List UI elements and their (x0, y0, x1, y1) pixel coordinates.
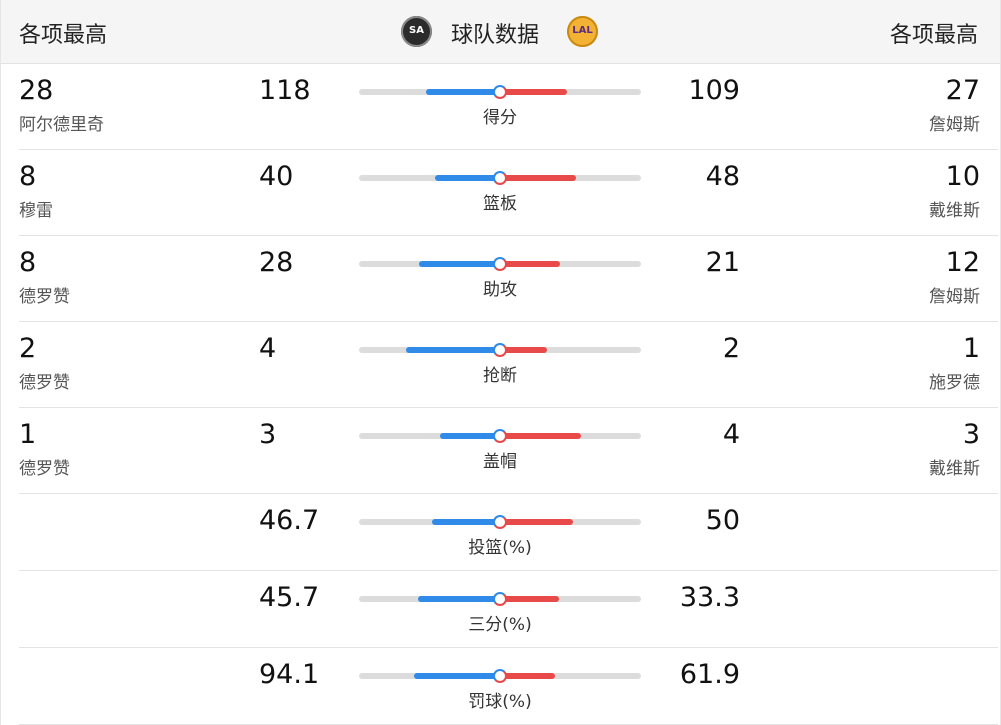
comparison-bar (359, 343, 641, 357)
stat-label: 罚球(%) (468, 692, 532, 712)
stat-row-fg-pct: 46.7 投篮(%) 50 (19, 494, 998, 571)
away-leader-name[interactable]: 戴维斯 (929, 201, 980, 221)
home-team-value: 45.7 (259, 582, 320, 613)
bar-center-marker (493, 515, 507, 529)
comparison-bar (359, 429, 641, 443)
stat-label: 投篮(%) (468, 538, 532, 558)
home-team-value: 3 (259, 419, 277, 450)
bar-center-marker (493, 171, 507, 185)
home-team-value: 94.1 (259, 659, 320, 690)
away-team-value: 109 (688, 75, 740, 106)
away-team-value: 33.3 (679, 582, 740, 613)
stat-label: 盖帽 (483, 452, 517, 472)
away-leader-value: 1 (962, 333, 980, 364)
home-leader-name[interactable]: 阿尔德里奇 (19, 115, 104, 135)
stat-row-assists: 8 德罗赞 28 助攻 21 12 詹姆斯 (19, 236, 998, 322)
away-team-value: 21 (705, 247, 740, 278)
away-team-value: 48 (705, 161, 740, 192)
team-stats-title: 球队数据 (451, 23, 540, 48)
home-leader-value: 2 (19, 333, 37, 364)
bar-center-marker (493, 85, 507, 99)
stat-label: 助攻 (483, 280, 517, 300)
away-leader-value: 27 (945, 75, 980, 106)
home-leaders-heading: 各项最高 (19, 23, 108, 48)
home-leader-name[interactable]: 德罗赞 (19, 373, 70, 393)
away-bar-fill (500, 261, 560, 267)
home-team-value: 118 (259, 75, 311, 106)
home-leader-value: 28 (19, 75, 54, 106)
home-team-value: 40 (259, 161, 294, 192)
stat-label: 篮板 (483, 194, 517, 214)
home-leader-value: 8 (19, 161, 37, 192)
home-team-value: 28 (259, 247, 294, 278)
bar-center-marker (493, 257, 507, 271)
stat-row-ft-pct: 94.1 罚球(%) 61.9 (19, 648, 998, 725)
away-leader-value: 3 (962, 419, 980, 450)
stat-row-blocks: 1 德罗赞 3 盖帽 4 3 戴维斯 (19, 408, 998, 494)
home-team-value: 46.7 (259, 505, 320, 536)
away-bar-fill (500, 175, 576, 181)
home-leader-name[interactable]: 穆雷 (19, 201, 53, 221)
bar-center-marker (493, 592, 507, 606)
stats-header: 各项最高 SA 球队数据 LAL 各项最高 (1, 0, 1000, 64)
comparison-bar (359, 171, 641, 185)
away-leaders-heading: 各项最高 (889, 23, 978, 48)
home-bar-fill (406, 347, 500, 353)
home-bar-fill (435, 175, 500, 181)
lakers-logo-text: LAL (572, 25, 593, 36)
comparison-bar (359, 669, 641, 683)
home-leader-value: 8 (19, 247, 37, 278)
stat-row-3p-pct: 45.7 三分(%) 33.3 (19, 571, 998, 648)
bar-center-marker (493, 429, 507, 443)
away-leader-name[interactable]: 詹姆斯 (929, 287, 980, 307)
comparison-bar (359, 85, 641, 99)
team-stats-title-group: SA 球队数据 LAL (401, 14, 601, 50)
home-leader-name[interactable]: 德罗赞 (19, 459, 70, 479)
home-bar-fill (418, 596, 500, 602)
away-bar-fill (500, 433, 581, 439)
away-leader-value: 10 (945, 161, 980, 192)
home-bar-fill (426, 89, 500, 95)
bar-center-marker (493, 669, 507, 683)
stat-row-points: 28 阿尔德里奇 118 得分 109 27 詹姆斯 (19, 64, 998, 150)
stat-label: 三分(%) (468, 615, 532, 635)
stat-label: 得分 (483, 108, 517, 128)
away-leader-name[interactable]: 施罗德 (929, 373, 980, 393)
home-bar-fill (440, 433, 500, 439)
stat-label: 抢断 (483, 366, 517, 386)
away-team-value: 50 (705, 505, 740, 536)
home-bar-fill (432, 519, 500, 525)
away-leader-name[interactable]: 詹姆斯 (929, 115, 980, 135)
bar-center-marker (493, 343, 507, 357)
home-leader-name[interactable]: 德罗赞 (19, 287, 70, 307)
away-team-value: 61.9 (679, 659, 740, 690)
comparison-bar (359, 592, 641, 606)
away-leader-value: 12 (945, 247, 980, 278)
comparison-bar (359, 515, 641, 529)
stat-row-steals: 2 德罗赞 4 抢断 2 1 施罗德 (19, 322, 998, 408)
away-bar-fill (500, 673, 555, 679)
spurs-logo-text: SA (409, 25, 424, 36)
away-bar-fill (500, 596, 559, 602)
away-leader-name[interactable]: 戴维斯 (929, 459, 980, 479)
away-bar-fill (500, 519, 573, 525)
home-bar-fill (414, 673, 500, 679)
lakers-logo-icon: LAL (567, 16, 598, 47)
away-team-value: 4 (722, 419, 740, 450)
home-bar-fill (419, 261, 500, 267)
away-team-value: 2 (722, 333, 740, 364)
home-team-value: 4 (259, 333, 277, 364)
comparison-bar (359, 257, 641, 271)
away-bar-fill (500, 89, 567, 95)
stat-row-rebounds: 8 穆雷 40 篮板 48 10 戴维斯 (19, 150, 998, 236)
home-leader-value: 1 (19, 419, 37, 450)
away-bar-fill (500, 347, 547, 353)
spurs-logo-icon: SA (401, 16, 432, 47)
